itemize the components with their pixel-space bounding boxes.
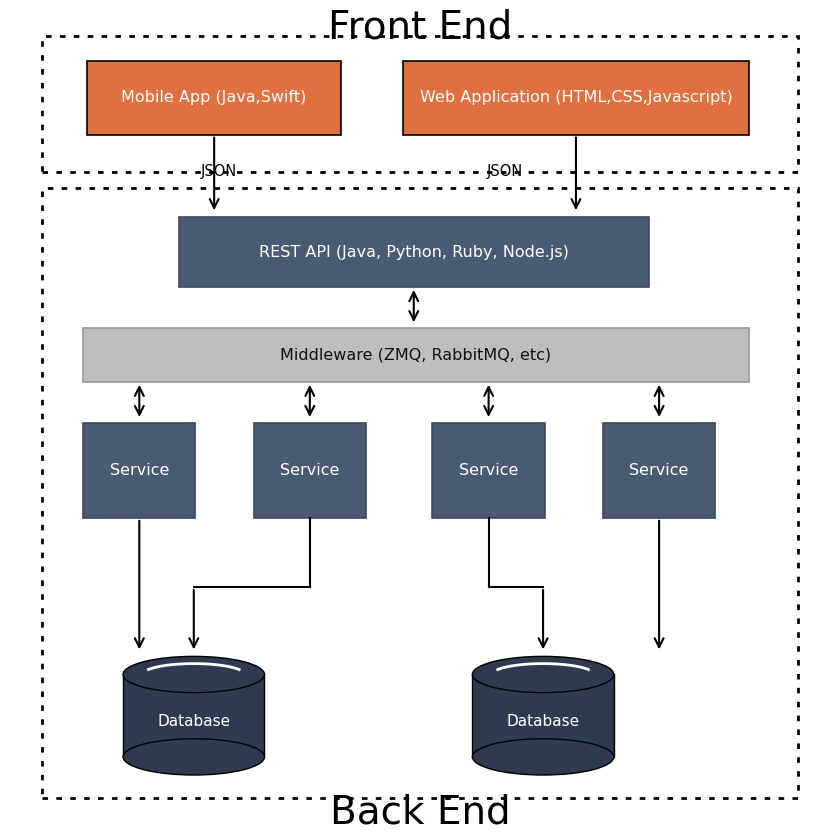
Text: Web Application (HTML,CSS,Javascript): Web Application (HTML,CSS,Javascript) [419, 90, 732, 105]
Bar [433, 423, 545, 518]
Bar [254, 423, 366, 518]
Text: Middleware (ZMQ, RabbitMQ, etc): Middleware (ZMQ, RabbitMQ, etc) [281, 348, 551, 363]
Text: Service: Service [280, 463, 339, 478]
Bar [403, 60, 748, 134]
Bar [42, 188, 798, 798]
Text: JSON: JSON [201, 165, 237, 179]
Bar [42, 36, 798, 172]
Ellipse shape [123, 656, 265, 693]
Text: Mobile App (Java,Swift): Mobile App (Java,Swift) [122, 90, 307, 105]
Text: Database: Database [507, 714, 580, 728]
Text: Front End: Front End [328, 8, 512, 46]
Text: Service: Service [110, 463, 169, 478]
Text: Database: Database [157, 714, 230, 728]
Bar [123, 675, 265, 757]
Bar [87, 60, 341, 134]
Bar [179, 217, 648, 287]
Bar [603, 423, 715, 518]
Bar [83, 328, 748, 382]
Ellipse shape [472, 656, 614, 693]
Text: Back End: Back End [329, 794, 511, 832]
Text: Service: Service [629, 463, 689, 478]
Ellipse shape [472, 738, 614, 775]
Ellipse shape [123, 738, 265, 775]
Text: REST API (Java, Python, Ruby, Node.js): REST API (Java, Python, Ruby, Node.js) [259, 244, 569, 260]
Text: JSON: JSON [486, 165, 523, 179]
Bar [472, 675, 614, 757]
Text: Service: Service [459, 463, 518, 478]
Bar [83, 423, 196, 518]
